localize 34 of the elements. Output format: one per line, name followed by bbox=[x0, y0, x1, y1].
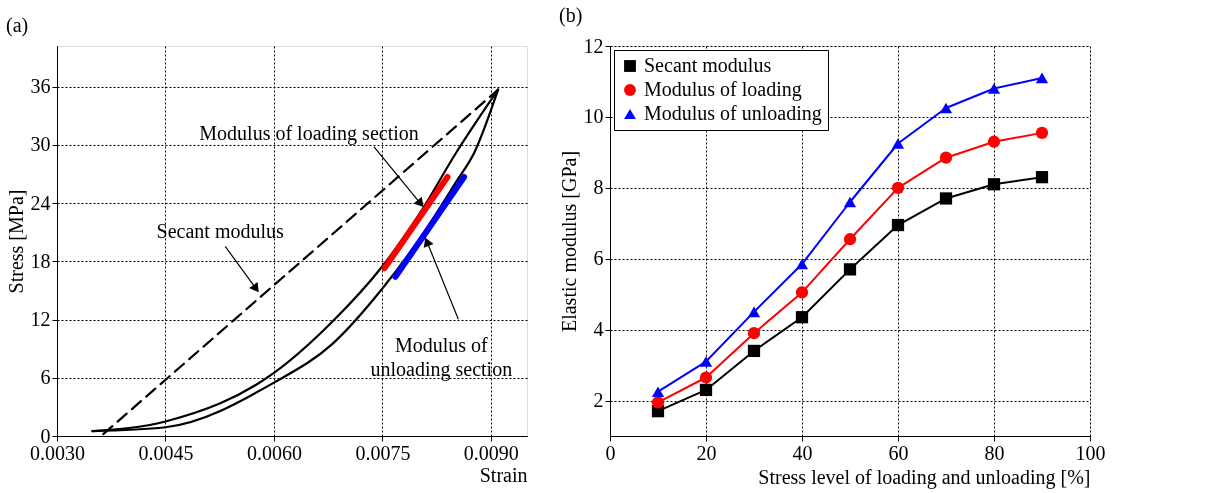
y-tick-label: 8 bbox=[593, 176, 604, 199]
x-tick-label: 40 bbox=[792, 441, 813, 464]
legend-label: Modulus of unloading bbox=[644, 102, 822, 125]
y-tick-label: 36 bbox=[30, 75, 51, 98]
legend-label: Modulus of loading bbox=[644, 78, 802, 101]
y-tick-label: 30 bbox=[30, 133, 51, 156]
x-tick-label: 80 bbox=[984, 441, 1005, 464]
y-tick-label: 18 bbox=[30, 249, 51, 272]
y-tick-label: 0 bbox=[40, 424, 51, 447]
annotation: Modulus of unloading section bbox=[370, 334, 513, 382]
y-tick-label: 24 bbox=[30, 191, 51, 214]
y-axis-title: Stress [MPa] bbox=[4, 189, 27, 294]
legend-label: Secant modulus bbox=[644, 54, 772, 76]
y-tick-label: 12 bbox=[30, 308, 51, 331]
x-tick-label: 60 bbox=[888, 441, 909, 464]
annotation: Modulus of loading section bbox=[199, 121, 419, 145]
x-tick-label: 0.0090 bbox=[463, 441, 519, 464]
x-tick-label: 0.0060 bbox=[246, 441, 302, 464]
y-tick-label: 2 bbox=[593, 389, 604, 412]
x-tick-label: 20 bbox=[696, 441, 717, 464]
y-tick-label: 12 bbox=[583, 34, 604, 57]
y-tick-label: 10 bbox=[583, 105, 604, 128]
x-axis-title: Strain bbox=[479, 463, 528, 486]
chart-title: (b) bbox=[559, 4, 583, 27]
x-tick-label: 100 bbox=[1075, 441, 1106, 464]
chart-title: (a) bbox=[6, 14, 29, 37]
x-tick-label: 0.0075 bbox=[355, 441, 411, 464]
annotation: Secant modulus bbox=[156, 220, 284, 243]
x-tick-label: 0.0045 bbox=[138, 441, 194, 464]
y-tick-label: 4 bbox=[593, 318, 604, 341]
x-axis-title: Stress level of loading and unloading [%] bbox=[758, 465, 1091, 489]
y-tick-label: 6 bbox=[40, 366, 51, 389]
y-tick-label: 6 bbox=[593, 247, 604, 270]
y-axis-title: Elastic modulus [GPa] bbox=[557, 150, 580, 333]
